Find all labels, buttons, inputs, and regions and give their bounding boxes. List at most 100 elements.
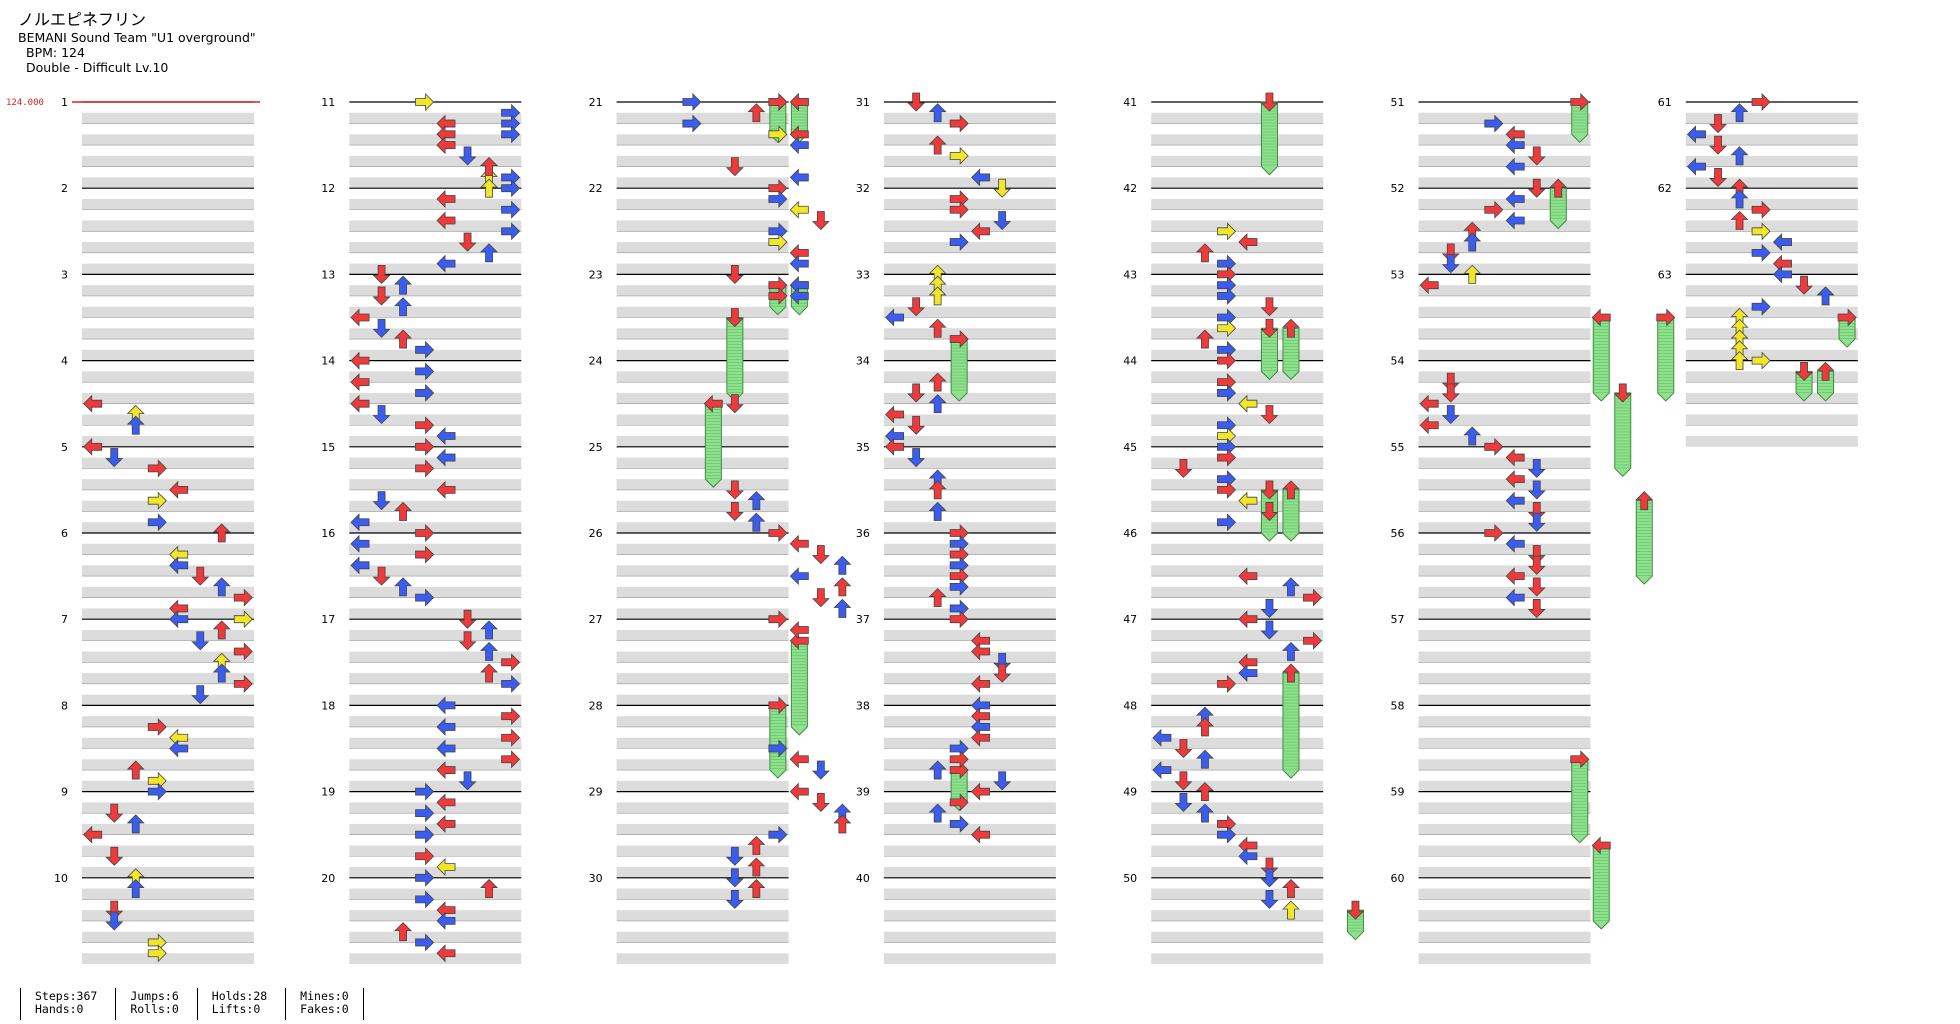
arrow-shape xyxy=(1505,211,1525,230)
arrow-shape xyxy=(768,233,788,252)
beat-stripe xyxy=(1418,543,1591,555)
arrow-shape xyxy=(928,103,947,123)
down-arrow xyxy=(1260,857,1279,877)
arrow-shape xyxy=(1217,480,1237,499)
arrow-shape xyxy=(415,437,435,456)
arrow-shape xyxy=(1484,437,1504,456)
measure-number: 63 xyxy=(1658,268,1672,281)
beat-stripe xyxy=(1418,953,1591,964)
up-arrow xyxy=(480,157,499,177)
measure-number: 5 xyxy=(61,441,68,454)
beat-stripe xyxy=(349,823,522,835)
beat-stripe xyxy=(616,629,789,641)
arrow-shape xyxy=(83,394,103,413)
arrow-shape xyxy=(928,135,947,155)
beat-stripe xyxy=(82,888,254,900)
beat-stripe xyxy=(1685,134,1858,146)
down-arrow xyxy=(725,868,744,888)
down-arrow xyxy=(1795,275,1814,295)
right-arrow xyxy=(949,750,969,769)
arrow-shape xyxy=(1527,458,1546,478)
up-arrow xyxy=(1195,782,1214,801)
arrow-shape xyxy=(768,93,788,111)
left-arrow xyxy=(436,911,456,930)
beat-stripe xyxy=(1685,371,1858,383)
beat-stripe xyxy=(349,629,522,641)
beat-stripe xyxy=(616,586,789,598)
arrow-shape xyxy=(1527,545,1546,565)
right-arrow xyxy=(501,707,521,726)
beat-stripe xyxy=(1151,910,1324,921)
beat-stripe xyxy=(883,673,1056,684)
beat-stripe xyxy=(1151,565,1324,577)
arrow-shape xyxy=(1505,470,1525,489)
beat-stripe xyxy=(349,845,522,857)
beat-stripe xyxy=(349,651,522,663)
hold-head-arrow xyxy=(725,308,744,328)
arrow-shape xyxy=(458,146,477,166)
left-arrow xyxy=(789,200,809,219)
arrow-shape xyxy=(789,243,809,262)
beat-stripe xyxy=(883,198,1056,210)
left-arrow xyxy=(885,308,905,327)
right-arrow xyxy=(415,588,435,607)
hold-head-arrow xyxy=(703,394,723,413)
arrow-shape xyxy=(350,534,370,553)
arrow-shape xyxy=(949,146,969,165)
right-arrow xyxy=(1751,351,1771,370)
down-arrow xyxy=(1174,792,1193,812)
arrow-shape xyxy=(1751,222,1771,241)
arrow-shape xyxy=(1260,857,1279,877)
beat-stripe xyxy=(82,780,254,792)
chart-stats: Steps:367 Hands:0 Jumps:6 Rolls:0 Holds:… xyxy=(20,988,364,1020)
left-arrow xyxy=(436,944,456,963)
measure-number: 9 xyxy=(61,786,68,799)
beat-stripe xyxy=(1151,716,1324,727)
beat-stripe xyxy=(883,349,1056,361)
arrow-shape xyxy=(394,501,413,521)
down-arrow xyxy=(811,211,830,231)
arrow-shape xyxy=(833,555,852,575)
arrow-shape xyxy=(501,200,521,219)
beat-stripe xyxy=(883,586,1056,598)
left-arrow xyxy=(789,567,809,586)
arrow-shape xyxy=(415,524,435,542)
arrow-shape xyxy=(501,728,521,747)
left-arrow xyxy=(350,308,370,327)
up-arrow xyxy=(394,297,413,317)
beat-stripe xyxy=(883,285,1056,296)
arrow-shape xyxy=(415,782,435,801)
measure-number: 11 xyxy=(321,96,335,109)
down-arrow xyxy=(458,771,477,791)
left-arrow xyxy=(789,782,809,801)
right-arrow xyxy=(1484,114,1504,133)
up-arrow xyxy=(394,329,413,349)
beat-stripe xyxy=(82,177,254,189)
left-arrow xyxy=(436,814,456,833)
measure-number: 58 xyxy=(1391,699,1405,712)
up-arrow xyxy=(833,555,852,575)
arrow-shape xyxy=(789,750,809,769)
up-arrow xyxy=(928,394,947,414)
arrow-shape xyxy=(415,825,435,844)
arrow-shape xyxy=(1260,502,1279,522)
arrow-shape xyxy=(1686,125,1706,144)
beat-stripe xyxy=(82,651,254,663)
arrow-shape xyxy=(725,846,744,866)
right-arrow xyxy=(1217,383,1237,402)
arrow-shape xyxy=(725,308,744,328)
measure-number: 34 xyxy=(856,355,870,368)
arrow-shape xyxy=(949,114,969,133)
beat-stripe xyxy=(883,263,1056,275)
beat-stripe xyxy=(82,823,254,835)
arrow-shape xyxy=(415,804,435,823)
down-arrow xyxy=(1441,243,1460,263)
arrow-shape xyxy=(147,513,167,532)
left-arrow xyxy=(1505,157,1525,176)
beat-stripe xyxy=(1685,263,1858,275)
up-arrow xyxy=(126,879,145,898)
left-arrow xyxy=(971,168,991,187)
right-arrow xyxy=(1217,351,1237,370)
beat-stripe xyxy=(82,931,254,943)
arrow-shape xyxy=(415,588,435,607)
